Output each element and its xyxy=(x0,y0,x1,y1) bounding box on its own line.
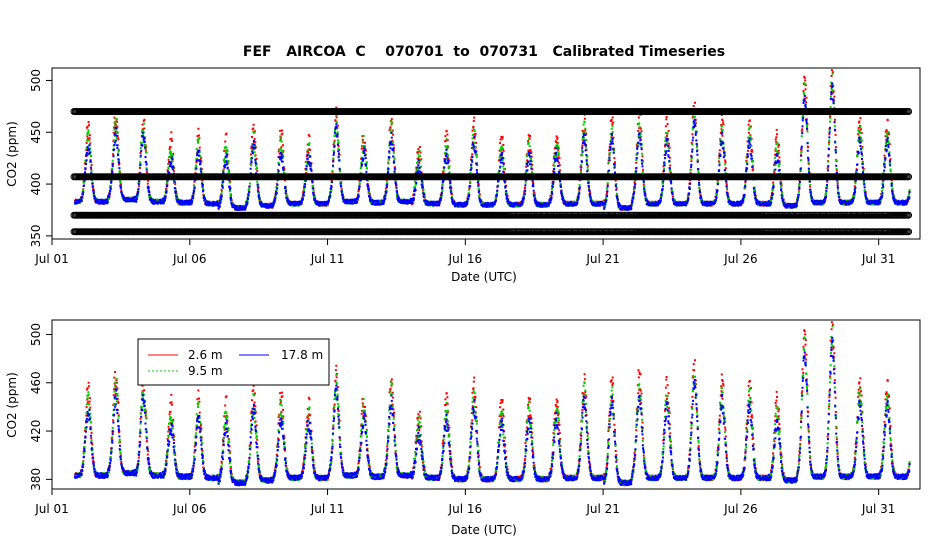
top-y-axis-title: CO2 (ppm) xyxy=(5,121,19,187)
top-x-tick-label: Jul 11 xyxy=(310,252,345,266)
top-y-tick-label: 450 xyxy=(29,121,43,144)
top-y-tick-label: 500 xyxy=(29,69,43,92)
bottom-x-axis-title: Date (UTC) xyxy=(451,523,517,537)
bottom-x-tick-label: Jul 21 xyxy=(585,502,620,516)
top-y-axis: 350 400 450 500 xyxy=(29,69,52,247)
top-y-tick-label: 350 xyxy=(29,224,43,247)
bottom-y-tick-label: 420 xyxy=(29,420,43,443)
top-x-tick-label: Jul 31 xyxy=(861,252,896,266)
top-x-tick-label: Jul 01 xyxy=(34,252,69,266)
bottom-x-tick-label: Jul 11 xyxy=(310,502,345,516)
top-series-9-5-m xyxy=(74,72,911,211)
top-y-tick-label: 400 xyxy=(29,173,43,196)
bottom-y-axis-title: CO2 (ppm) xyxy=(5,372,19,438)
bottom-panel: Jul 01 Jul 06 Jul 11 Jul 16 Jul 21 Jul 26 Jul … xyxy=(5,319,921,537)
top-x-tick-label: Jul 16 xyxy=(448,252,483,266)
calibration-level-470 xyxy=(70,108,913,115)
top-x-tick-label: Jul 06 xyxy=(172,252,207,266)
bottom-x-tick-label: Jul 01 xyxy=(34,502,69,516)
bottom-y-tick-label: 460 xyxy=(29,371,43,394)
top-data-points xyxy=(74,69,911,211)
legend-box xyxy=(137,338,330,386)
top-panel: Jul 01 Jul 06 Jul 11 Jul 16 Jul 21 Jul 26 Jul … xyxy=(5,67,921,284)
bottom-x-tick-label: Jul 31 xyxy=(861,502,896,516)
top-x-axis-title: Date (UTC) xyxy=(451,270,517,284)
bottom-x-tick-label: Jul 16 xyxy=(448,502,483,516)
bottom-x-tick-label: Jul 26 xyxy=(723,502,758,516)
top-x-axis: Jul 01 Jul 06 Jul 11 Jul 16 Jul 21 Jul 26 Jul … xyxy=(34,239,895,266)
top-series-2-6-m xyxy=(74,69,911,211)
calibration-level-370 xyxy=(70,211,913,219)
legend-label-9-5m: 9.5 m xyxy=(188,364,223,378)
top-plot-frame xyxy=(51,67,921,240)
calibration-level-354 xyxy=(70,228,913,236)
legend-label-17-8m: 17.8 m xyxy=(281,348,323,362)
bottom-y-tick-label: 380 xyxy=(29,468,43,491)
calibration-level-407 xyxy=(70,173,913,181)
top-x-tick-label: Jul 26 xyxy=(723,252,758,266)
main-title: FEF AIRCOA C 070701 to 070731 Calibrated… xyxy=(243,44,725,60)
bottom-x-axis: Jul 01 Jul 06 Jul 11 Jul 16 Jul 21 Jul 26 Jul … xyxy=(34,489,895,516)
top-calibration-levels xyxy=(70,108,913,236)
legend-label-2-6m: 2.6 m xyxy=(188,348,223,362)
bottom-plot-frame xyxy=(51,319,921,490)
bottom-x-tick-label: Jul 06 xyxy=(172,502,207,516)
bottom-y-tick-label: 500 xyxy=(29,323,43,346)
top-series-17-8-m xyxy=(74,82,911,211)
bottom-y-axis: 380 420 460 500 xyxy=(29,323,52,491)
top-x-tick-label: Jul 21 xyxy=(585,252,620,266)
legend: 2.6 m 9.5 m 17.8 m xyxy=(137,338,330,386)
